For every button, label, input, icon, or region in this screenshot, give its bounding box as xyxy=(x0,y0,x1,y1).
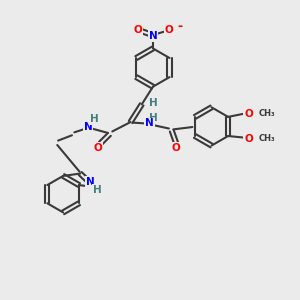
Text: N: N xyxy=(86,177,95,187)
Text: H: H xyxy=(148,98,157,108)
Text: O: O xyxy=(165,25,173,34)
Text: H: H xyxy=(90,114,99,124)
Text: H: H xyxy=(93,185,102,195)
Text: -: - xyxy=(177,20,182,33)
Text: O: O xyxy=(172,143,181,153)
Text: O: O xyxy=(244,109,253,118)
Text: CH₃: CH₃ xyxy=(258,109,275,118)
Text: O: O xyxy=(93,142,102,153)
Text: N: N xyxy=(148,31,157,41)
Text: CH₃: CH₃ xyxy=(258,134,275,143)
Text: O: O xyxy=(244,134,253,144)
Text: H: H xyxy=(149,113,158,123)
Text: N: N xyxy=(145,118,154,128)
Text: N: N xyxy=(84,122,92,132)
Text: O: O xyxy=(134,25,142,34)
